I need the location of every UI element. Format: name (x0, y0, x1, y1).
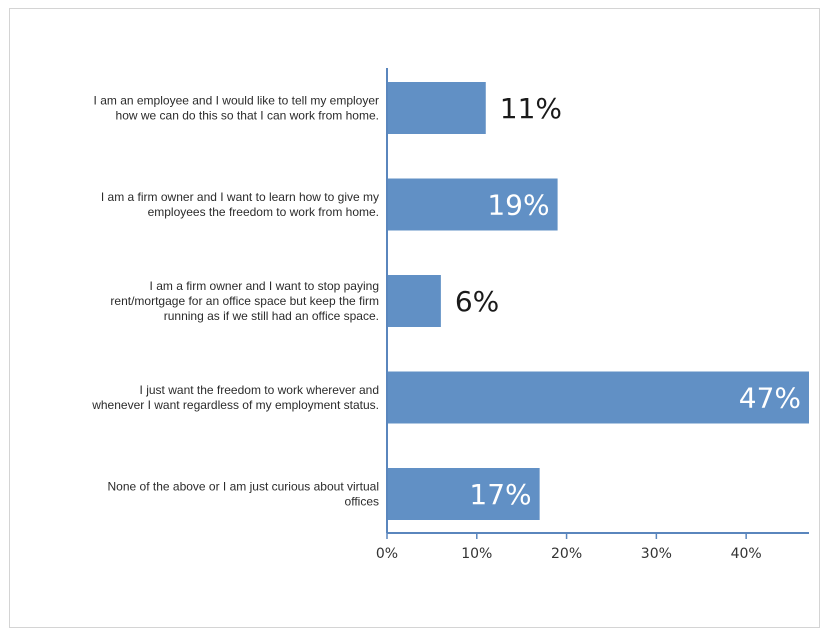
category-labels: I am an employee and I would like to tel… (91, 94, 379, 509)
data-label-2: 19% (487, 189, 549, 222)
category-label-5: None of the above or I am just curious a… (108, 480, 379, 509)
bar-4 (387, 371, 809, 424)
bar-1 (387, 82, 486, 134)
bar-2 (387, 178, 558, 231)
x-tick-label-20: 20% (551, 546, 582, 562)
data-label-3: 6% (455, 285, 499, 318)
bars-layer (387, 82, 809, 520)
data-label-1: 11% (500, 92, 562, 125)
category-label-4: I just want the freedom to work wherever… (91, 383, 379, 412)
category-label-1: I am an employee and I would like to tel… (94, 94, 379, 123)
x-tick-label-10: 10% (461, 546, 492, 562)
data-label-4: 47% (739, 382, 801, 415)
bar-3 (387, 275, 441, 327)
bar-5 (387, 468, 540, 520)
category-label-3: I am a firm owner and I want to stop pay… (110, 279, 379, 323)
x-tick-label-40: 40% (731, 546, 762, 562)
data-label-5: 17% (469, 478, 531, 511)
x-tick-label-30: 30% (641, 546, 672, 562)
category-label-2: I am a firm owner and I want to learn ho… (101, 190, 379, 219)
x-tick-label-0: 0% (376, 546, 398, 562)
axes: 0% 10% 20% 30% 40% (376, 68, 809, 562)
data-labels: 11% 19% 6% 47% 17% (455, 92, 801, 511)
